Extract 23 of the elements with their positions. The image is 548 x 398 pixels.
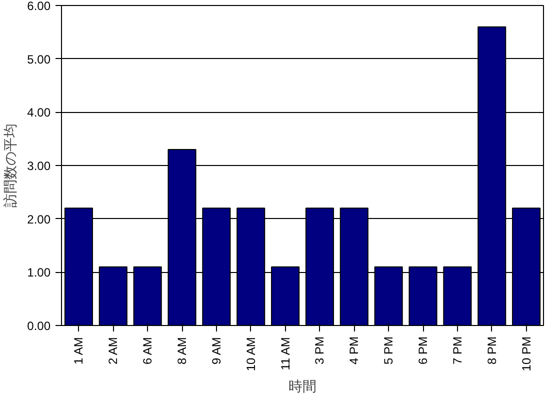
x-tick-label: 1 AM: [72, 337, 86, 365]
x-tick-label: 8 AM: [175, 337, 189, 365]
x-tick-label: 3 PM: [312, 336, 327, 365]
x-tick-label: 6 PM: [416, 336, 430, 365]
x-tick-label: 7 PM: [450, 336, 464, 365]
y-tick-label: 5.00: [27, 52, 51, 66]
y-tick-label: 2.00: [27, 212, 51, 226]
x-tick-label: 2 AM: [106, 337, 120, 365]
x-tick-label: 11 AM: [278, 337, 292, 370]
x-tick-label: 4 PM: [347, 336, 362, 365]
y-tick-label: 0.00: [27, 319, 51, 333]
x-tick-label: 9 AM: [209, 337, 224, 365]
y-tick-label: 4.00: [27, 106, 51, 120]
y-tick-label: 6.00: [27, 0, 51, 13]
x-tick-label: 5 PM: [382, 336, 396, 365]
y-tick-label: 1.00: [27, 266, 51, 280]
x-tick-label: 10 PM: [519, 336, 534, 372]
x-tick-label: 10 AM: [244, 337, 258, 372]
x-tick-label: 6 AM: [140, 337, 155, 365]
x-axis-title: 時間: [288, 379, 316, 396]
y-tick-label: 3.00: [27, 159, 51, 173]
x-tick-label: 8 PM: [484, 336, 499, 365]
y-axis-title: 訪問数の平均: [3, 124, 20, 208]
